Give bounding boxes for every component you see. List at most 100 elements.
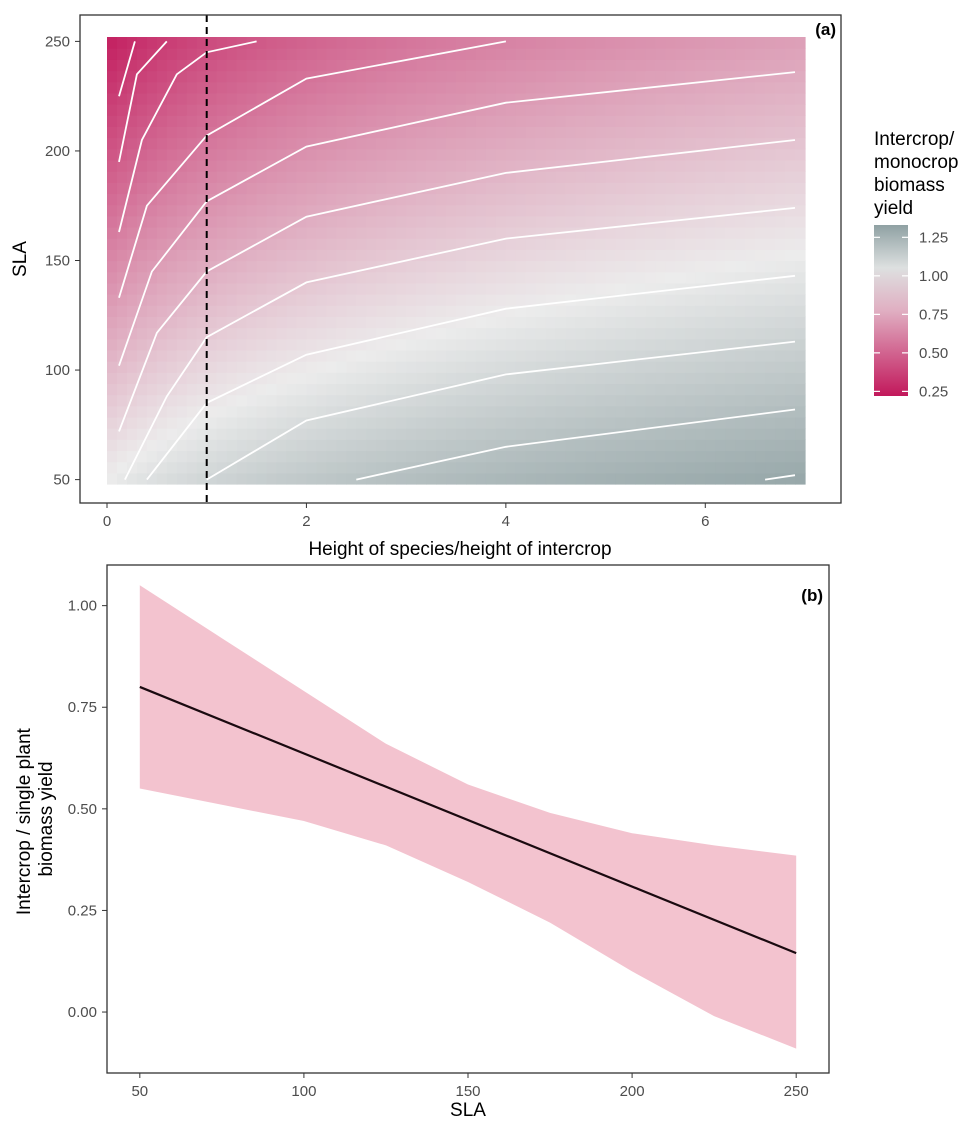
heatmap-cell [535,137,547,150]
heatmap-cell [166,394,178,407]
heatmap-cell [286,226,298,239]
heatmap-cell [226,226,238,239]
heatmap-cell [366,104,377,116]
heatmap-cell [126,305,138,317]
heatmap-cell [585,159,597,172]
heatmap-cell [505,316,517,329]
heatmap-cell [266,226,278,239]
heatmap-cell [475,115,487,127]
heatmap-cell [206,428,218,440]
heatmap-cell [565,126,577,139]
heatmap-cell [605,137,617,150]
heatmap-cell [416,338,427,351]
heatmap-cell [585,126,597,139]
heatmap-cell [366,48,377,60]
heatmap-cell [406,148,417,161]
heatmap-cell [655,204,666,217]
heatmap-cell [196,249,208,262]
heatmap-cell [426,450,437,463]
heatmap-cell [426,316,437,329]
heatmap-cell [475,48,487,60]
heatmap-cell [795,260,806,273]
heatmap-cell [645,115,657,127]
heatmap-cell [555,439,567,452]
heatmap-cell [386,238,397,250]
heatmap-cell [735,126,746,139]
heatmap-cell [625,115,637,127]
heatmap-cell [465,115,477,127]
heatmap-cell [735,226,746,239]
heatmap-cell [585,416,597,429]
heatmap-cell [705,81,716,94]
heatmap-cell [685,260,696,273]
heatmap-cell [326,182,337,195]
heatmap-cell [236,461,248,474]
heatmap-cell [166,305,178,317]
heatmap-cell [286,361,298,373]
heatmap-cell [166,450,178,463]
heatmap-cell [166,472,178,485]
heatmap-cell [226,137,238,150]
heatmap-cell [605,70,617,83]
heatmap-cell [156,238,168,250]
heatmap-cell [495,461,507,474]
heatmap-cell [306,383,317,396]
heatmap-cell [585,137,597,150]
heatmap-cell [645,193,657,206]
heatmap-cell [705,428,716,440]
heatmap-cell [575,249,587,262]
heatmap-cell [775,349,786,362]
heatmap-cell [396,148,407,161]
heatmap-cell [356,416,367,429]
heatmap-cell [216,305,228,317]
heatmap-cell [256,405,268,418]
heatmap-cell [635,37,647,49]
heatmap-cell [655,226,666,239]
heatmap-cell [366,394,377,407]
heatmap-cell [535,104,547,116]
heatmap-cell [465,428,477,440]
heatmap-cell [605,48,617,60]
heatmap-cell [535,249,547,262]
heatmap-cell [216,316,228,329]
heatmap-cell [795,137,806,150]
heatmap-cell [266,249,278,262]
heatmap-cell [525,126,537,139]
heatmap-cell [107,428,118,440]
heatmap-cell [266,450,278,463]
heatmap-cell [226,215,238,228]
heatmap-cell [475,70,487,83]
heatmap-cell [216,461,228,474]
heatmap-cell [785,226,796,239]
heatmap-cell [426,472,437,485]
heatmap-cell [236,159,248,172]
heatmap-cell [745,338,756,351]
heatmap-cell [256,137,268,150]
heatmap-cell [116,361,128,373]
heatmap-cell [266,70,278,83]
heatmap-cell [605,361,617,373]
heatmap-cell [475,137,487,150]
heatmap-cell [286,204,298,217]
panel-b-line-chart: (b) 50 100 150 200 250 0.000.250.500.751.00 … [14,564,830,1121]
heatmap-cell [545,271,557,284]
heatmap-cell [745,305,756,317]
heatmap-cell [216,361,228,373]
heatmap-cell [416,316,427,329]
heatmap-cell [246,327,258,340]
heatmap-cell [495,416,507,429]
heatmap-cell [705,226,716,239]
heatmap-cell [206,349,218,362]
heatmap-cell [755,193,766,206]
heatmap-cell [416,226,427,239]
heatmap-cell [535,193,547,206]
heatmap-cell [515,416,527,429]
heatmap-cell [785,260,796,273]
heatmap-cell [535,81,547,94]
heatmap-cell [675,372,686,385]
heatmap-cell [685,316,696,329]
heatmap-cell [545,305,557,317]
heatmap-cell [525,171,537,183]
heatmap-cell [146,104,158,116]
heatmap-cell [605,282,617,295]
